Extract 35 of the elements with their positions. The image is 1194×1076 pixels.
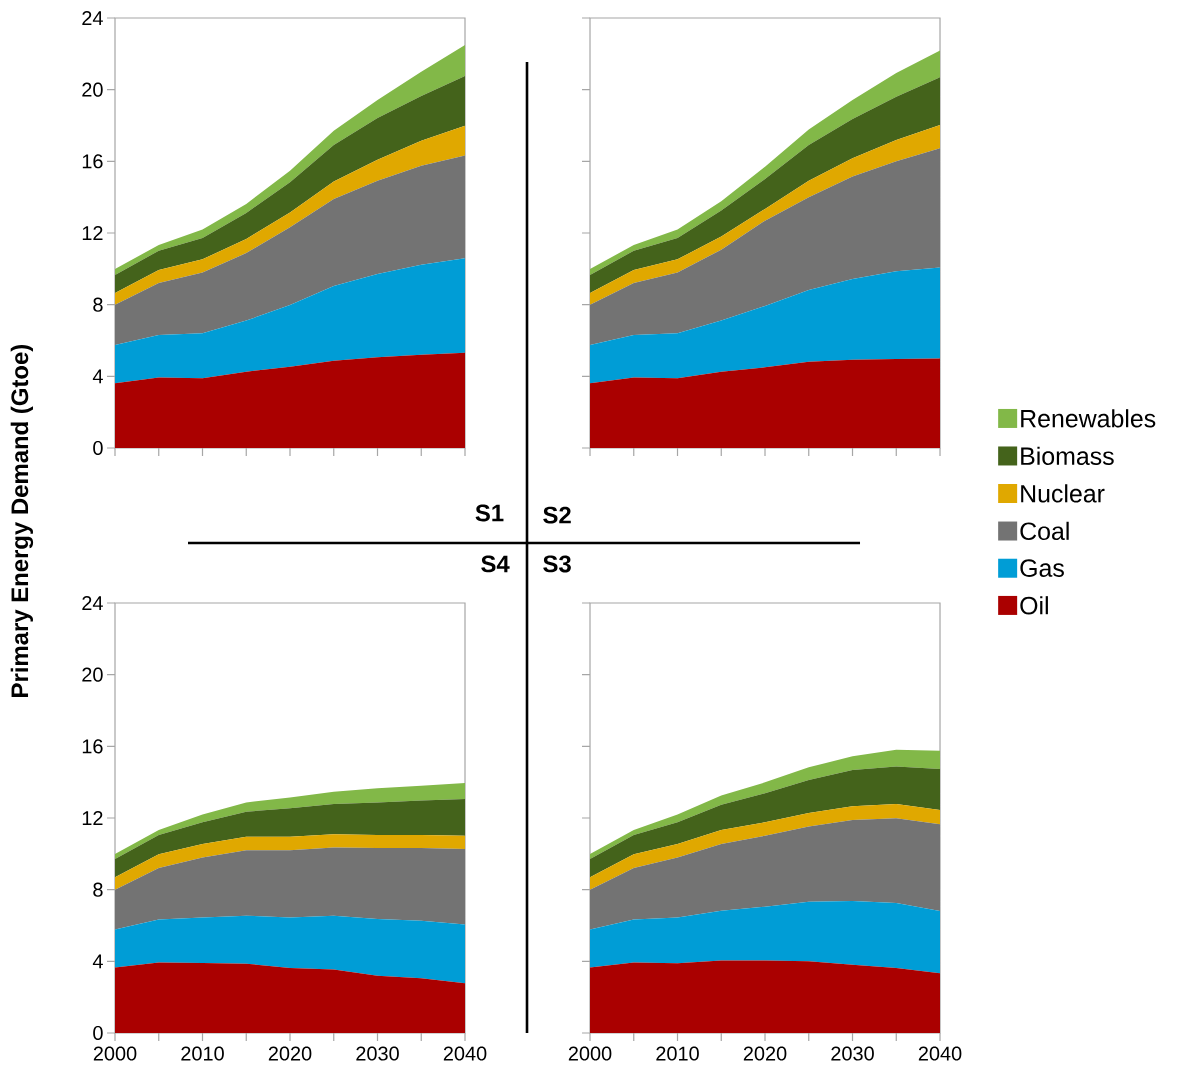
chart-title: S4 xyxy=(481,555,510,573)
y-tick-label: 20 xyxy=(82,82,103,97)
legend-label: Oil xyxy=(1020,596,1048,615)
x-tick-label: 2010 xyxy=(181,1046,224,1061)
x-tick-label: 2040 xyxy=(918,1046,962,1061)
legend-label: Nuclear xyxy=(1021,484,1105,503)
y-tick-label: 8 xyxy=(93,882,103,897)
y-tick-label: 12 xyxy=(82,226,103,240)
y-tick-label: 0 xyxy=(93,440,103,456)
x-tick-label: 2000 xyxy=(568,1046,612,1061)
y-tick-label: 20 xyxy=(82,667,103,682)
x-tick-label: 2000 xyxy=(93,1046,137,1061)
y-tick-label: 4 xyxy=(92,369,103,384)
y-tick-label: 16 xyxy=(82,739,103,754)
x-tick-label: 2020 xyxy=(743,1046,787,1061)
y-tick-label: 16 xyxy=(82,154,103,169)
text: S2 xyxy=(543,506,571,524)
x-tick-label: 2010 xyxy=(656,1046,699,1061)
y-tick-label: 24 xyxy=(82,596,103,610)
legend-label: Coal xyxy=(1020,521,1069,541)
legend-label: Gas xyxy=(1020,559,1064,577)
y-tick-label: 24 xyxy=(82,11,103,25)
legend-label: Renewables xyxy=(1021,409,1156,428)
x-tick-label: 2030 xyxy=(356,1046,399,1061)
text: S1 xyxy=(475,504,504,522)
y-tick-label: 8 xyxy=(93,297,103,312)
y-tick-label: 12 xyxy=(82,811,103,825)
legend-label: Biomass xyxy=(1021,446,1114,465)
x-tick-label: 2020 xyxy=(268,1046,312,1061)
x-tick-label: 2030 xyxy=(831,1046,874,1061)
y-tick-label: 0 xyxy=(93,1025,103,1041)
x-tick-label: 2040 xyxy=(443,1046,487,1061)
y-tick-label: 4 xyxy=(92,954,103,969)
chart-title: S3 xyxy=(543,555,571,573)
y-axis-title: Primary Energy Demand (Gtoe) xyxy=(10,344,34,697)
